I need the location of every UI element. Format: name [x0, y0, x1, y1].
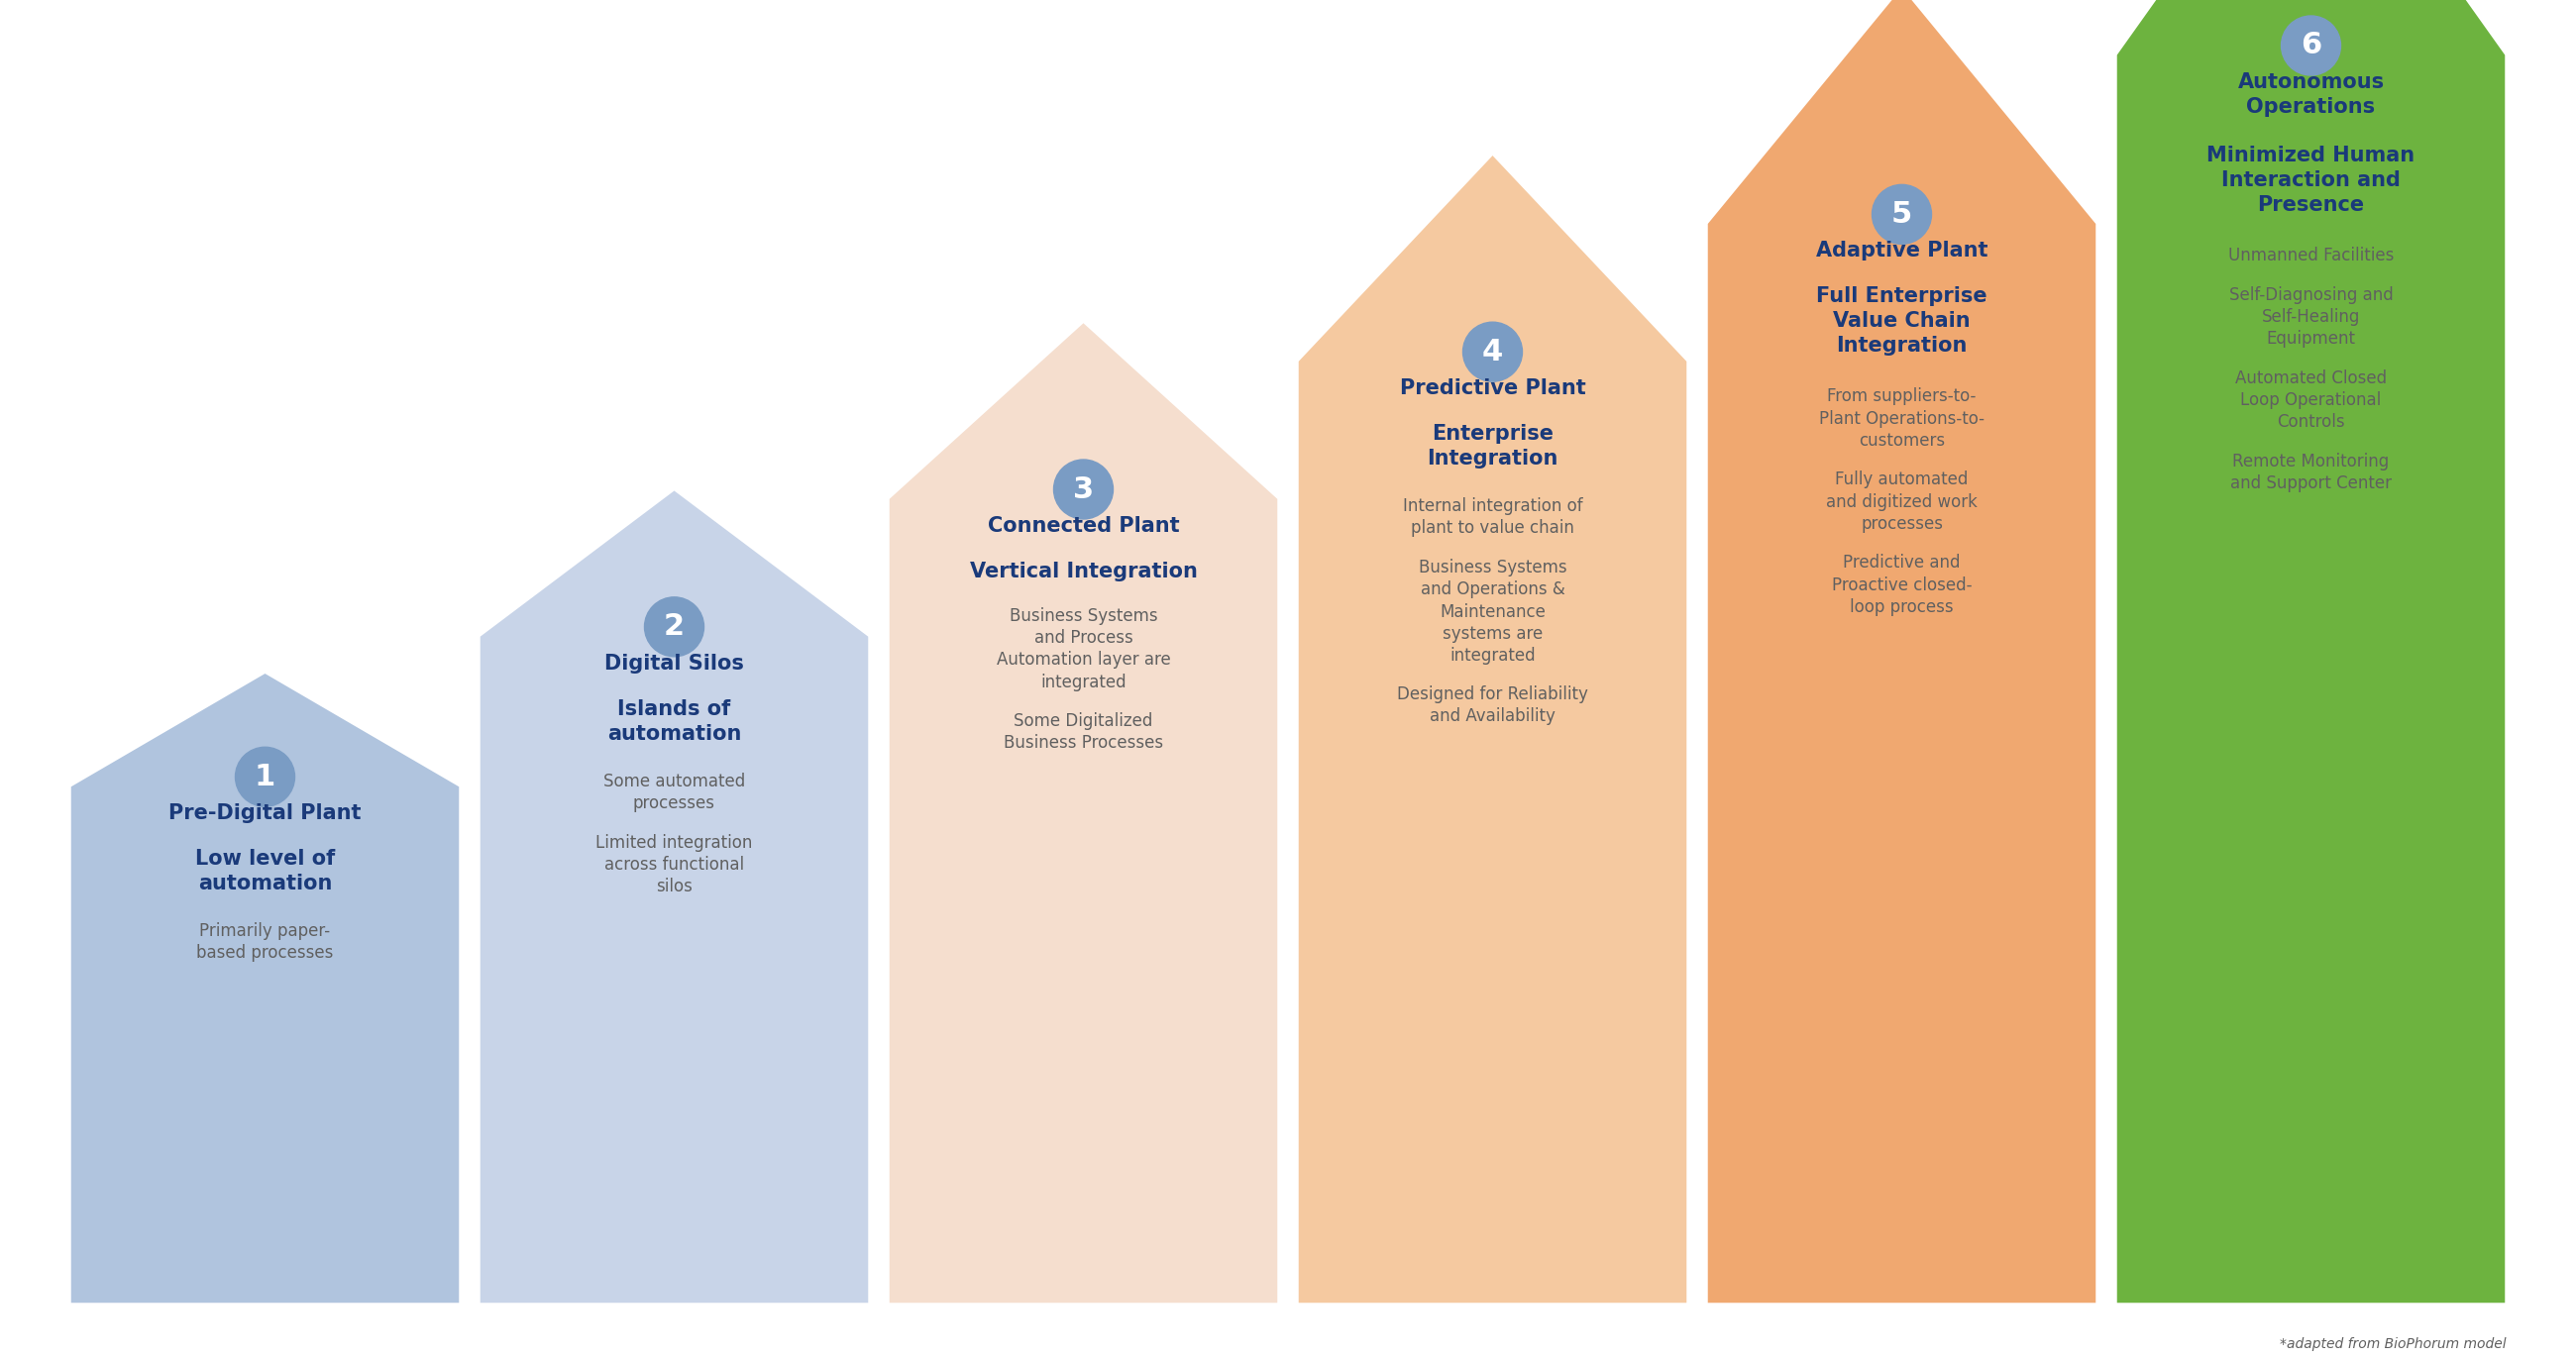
Text: Business Systems
and Process
Automation layer are
integrated: Business Systems and Process Automation … [997, 607, 1170, 690]
Text: Connected Plant: Connected Plant [987, 516, 1180, 535]
Circle shape [1873, 185, 1932, 245]
Text: Limited integration
across functional
silos: Limited integration across functional si… [595, 834, 752, 896]
Text: Automated Closed
Loop Operational
Controls: Automated Closed Loop Operational Contro… [2236, 370, 2388, 431]
Polygon shape [479, 489, 871, 1305]
Text: Autonomous
Operations: Autonomous Operations [2239, 72, 2385, 117]
Text: 6: 6 [2300, 31, 2321, 60]
Text: 3: 3 [1074, 474, 1095, 504]
Text: Digital Silos: Digital Silos [605, 654, 744, 674]
Text: 4: 4 [1481, 337, 1504, 366]
Text: 5: 5 [1891, 200, 1911, 228]
Circle shape [1054, 459, 1113, 519]
Text: Full Enterprise
Value Chain
Integration: Full Enterprise Value Chain Integration [1816, 287, 1986, 356]
Text: Minimized Human
Interaction and
Presence: Minimized Human Interaction and Presence [2208, 145, 2416, 215]
Text: Enterprise
Integration: Enterprise Integration [1427, 424, 1558, 469]
Text: Predictive Plant: Predictive Plant [1399, 379, 1587, 398]
Polygon shape [2115, 0, 2506, 1305]
Text: *adapted from BioPhorum model: *adapted from BioPhorum model [2280, 1337, 2506, 1351]
Text: Designed for Reliability
and Availability: Designed for Reliability and Availabilit… [1396, 686, 1589, 726]
Text: Vertical Integration: Vertical Integration [969, 561, 1198, 582]
Circle shape [644, 597, 703, 656]
Polygon shape [1705, 0, 2097, 1305]
Text: Fully automated
and digitized work
processes: Fully automated and digitized work proce… [1826, 470, 1978, 533]
Text: Remote Monitoring
and Support Center: Remote Monitoring and Support Center [2231, 453, 2391, 492]
Circle shape [2282, 16, 2342, 75]
Polygon shape [889, 321, 1280, 1305]
Text: Unmanned Facilities: Unmanned Facilities [2228, 246, 2393, 265]
Text: Internal integration of
plant to value chain: Internal integration of plant to value c… [1401, 497, 1582, 537]
Text: Self-Diagnosing and
Self-Healing
Equipment: Self-Diagnosing and Self-Healing Equipme… [2228, 287, 2393, 348]
Text: Some automated
processes: Some automated processes [603, 772, 744, 813]
Text: Adaptive Plant: Adaptive Plant [1816, 241, 1989, 261]
Text: From suppliers-to-
Plant Operations-to-
customers: From suppliers-to- Plant Operations-to- … [1819, 387, 1984, 450]
Text: Low level of
automation: Low level of automation [196, 849, 335, 893]
Text: Pre-Digital Plant: Pre-Digital Plant [167, 803, 361, 824]
Text: 1: 1 [255, 762, 276, 791]
Circle shape [1463, 322, 1522, 382]
Text: Some Digitalized
Business Processes: Some Digitalized Business Processes [1005, 712, 1164, 752]
Polygon shape [70, 671, 461, 1305]
Text: Primarily paper-
based processes: Primarily paper- based processes [196, 923, 332, 962]
Text: Business Systems
and Operations &
Maintenance
systems are
integrated: Business Systems and Operations & Mainte… [1419, 559, 1566, 665]
Text: Islands of
automation: Islands of automation [608, 699, 742, 743]
Text: 2: 2 [665, 613, 685, 641]
Circle shape [234, 747, 294, 806]
Text: Predictive and
Proactive closed-
loop process: Predictive and Proactive closed- loop pr… [1832, 554, 1971, 616]
Polygon shape [1296, 154, 1687, 1305]
